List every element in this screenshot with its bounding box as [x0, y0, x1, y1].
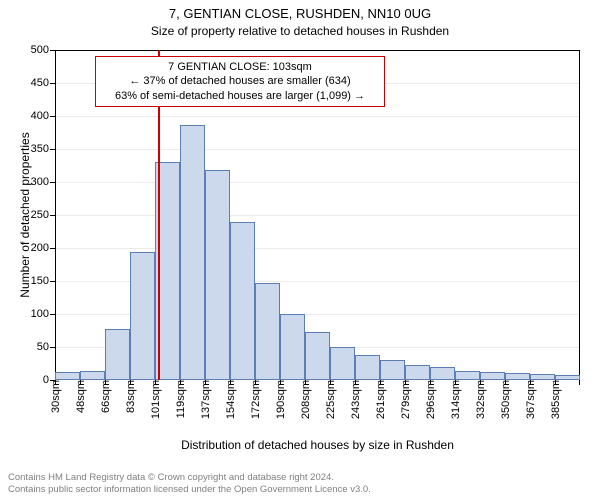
histogram-bar	[255, 283, 280, 380]
x-tick-label: 190sqm	[273, 380, 287, 419]
histogram-bar	[480, 372, 505, 380]
histogram-bar	[180, 125, 205, 380]
histogram-bar	[380, 360, 405, 380]
x-tick-label: 350sqm	[498, 380, 512, 419]
x-tick-label: 208sqm	[298, 380, 312, 419]
footer-line-1: Contains HM Land Registry data © Crown c…	[8, 472, 371, 484]
annotation-line: 7 GENTIAN CLOSE: 103sqm	[102, 60, 378, 74]
histogram-bar	[205, 170, 230, 380]
histogram-bar	[55, 372, 80, 380]
histogram-bar	[430, 367, 455, 380]
histogram-bar	[455, 371, 480, 380]
x-tick-label: 119sqm	[173, 380, 187, 418]
x-tick-label: 243sqm	[348, 380, 362, 419]
x-tick-label: 225sqm	[323, 380, 337, 419]
histogram-bar	[305, 332, 330, 380]
annotation-box: 7 GENTIAN CLOSE: 103sqm← 37% of detached…	[95, 56, 385, 107]
annotation-line: ← 37% of detached houses are smaller (63…	[102, 74, 378, 88]
plot-area: 05010015020025030035040045050030sqm48sqm…	[55, 50, 580, 380]
footer-attribution: Contains HM Land Registry data © Crown c…	[8, 472, 371, 496]
chart-title-address: 7, GENTIAN CLOSE, RUSHDEN, NN10 0UG	[0, 6, 600, 21]
x-tick-label: 154sqm	[223, 380, 237, 419]
x-tick-label: 172sqm	[248, 380, 262, 419]
x-tick-label: 101sqm	[148, 380, 162, 419]
histogram-bar	[80, 371, 105, 380]
chart-title-subtitle: Size of property relative to detached ho…	[0, 24, 600, 38]
x-tick-label: 137sqm	[198, 380, 212, 419]
x-tick-label: 279sqm	[398, 380, 412, 419]
x-tick-label: 332sqm	[473, 380, 487, 419]
x-tick-label: 314sqm	[448, 380, 462, 419]
annotation-line: 63% of semi-detached houses are larger (…	[102, 89, 378, 103]
histogram-bar	[280, 314, 305, 380]
y-axis-label: Number of detached properties	[18, 115, 32, 315]
histogram-bar	[505, 373, 530, 380]
x-tick-label: 296sqm	[423, 380, 437, 419]
histogram-bar	[105, 329, 130, 380]
x-axis-label: Distribution of detached houses by size …	[55, 438, 580, 452]
x-tick-label: 261sqm	[373, 380, 387, 419]
footer-line-2: Contains public sector information licen…	[8, 484, 371, 496]
histogram-bar	[230, 222, 255, 380]
histogram-bar	[405, 365, 430, 380]
histogram-bar	[330, 347, 355, 380]
histogram-bar	[355, 355, 380, 380]
chart-container: { "header": { "title1": "7, GENTIAN CLOS…	[0, 0, 600, 500]
histogram-bar	[130, 252, 155, 380]
x-tick-label: 385sqm	[548, 380, 562, 419]
x-tick-label: 367sqm	[523, 380, 537, 419]
